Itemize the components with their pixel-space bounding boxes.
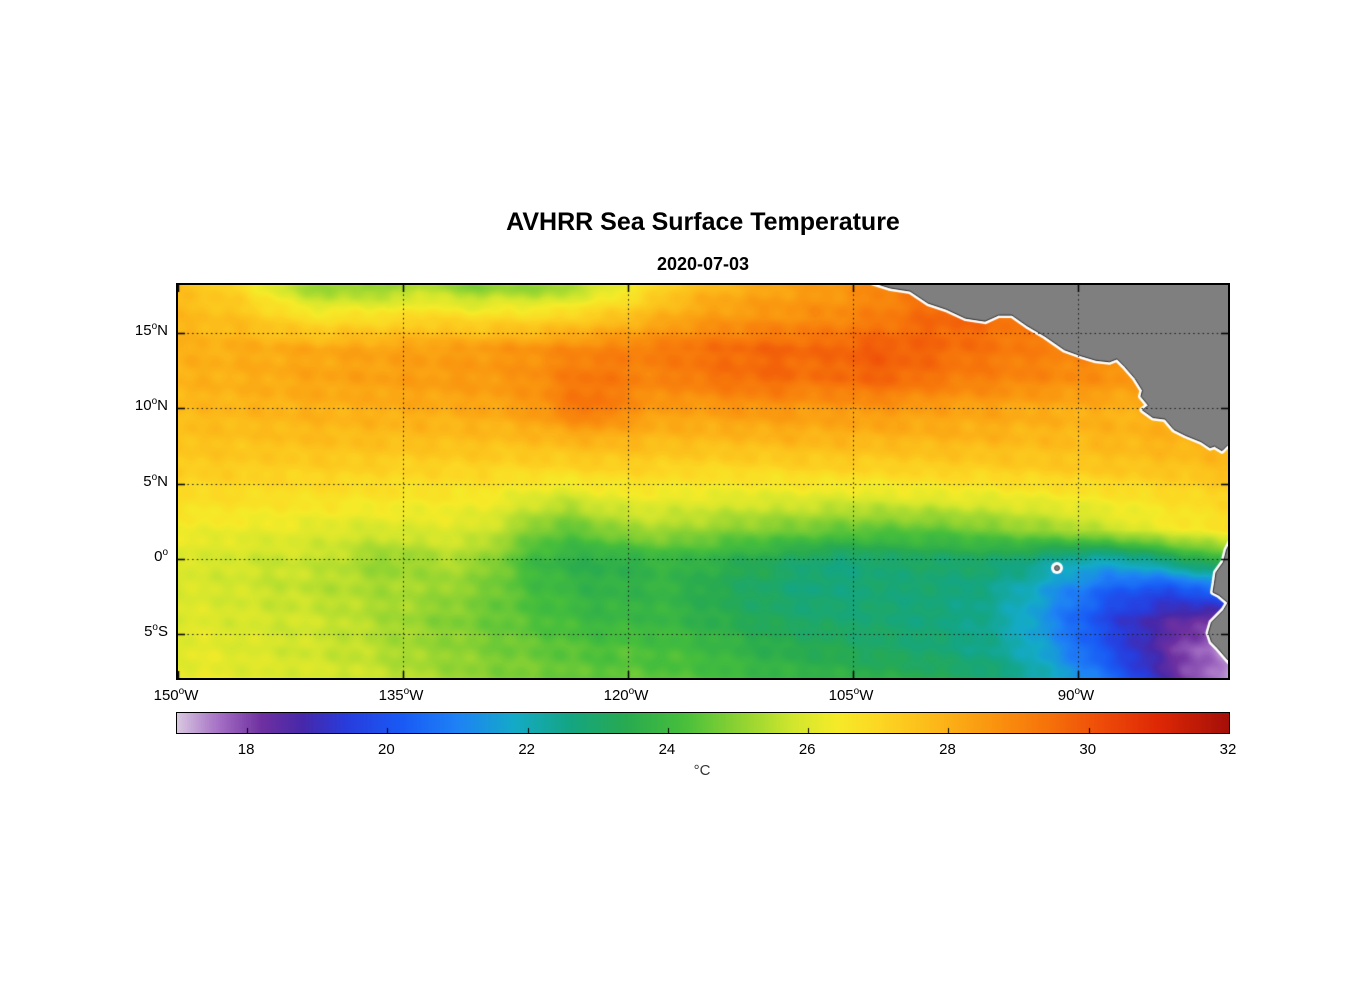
chart-subtitle: 2020-07-03	[656, 254, 750, 274]
colorbar-canvas	[177, 713, 1229, 733]
colorbar-tick-label: 32	[1219, 741, 1237, 758]
x-tick-label: 90oW	[1057, 686, 1095, 705]
y-tick-label: 15oN	[134, 321, 168, 340]
sst-heatmap-canvas	[178, 285, 1228, 678]
colorbar-tick-label: 22	[518, 741, 535, 758]
x-tick-label: 150oW	[153, 686, 199, 705]
colorbar-tick-label: 20	[378, 741, 395, 758]
map-plot-area	[176, 283, 1230, 680]
x-tick-label: 120oW	[603, 686, 649, 705]
colorbar-units-label: °C	[693, 762, 711, 779]
colorbar-tick-label: 18	[237, 741, 255, 758]
y-tick-label: 0o	[154, 547, 168, 566]
colorbar	[176, 712, 1230, 734]
colorbar-tick-label: 28	[939, 741, 956, 758]
colorbar-tick-label: 30	[1079, 741, 1097, 758]
y-tick-label: 5oS	[144, 622, 168, 641]
colorbar-tick-label: 26	[798, 741, 816, 758]
colorbar-tick-label: 24	[658, 741, 676, 758]
chart-title: AVHRR Sea Surface Temperature	[506, 208, 900, 236]
y-tick-label: 5oN	[143, 471, 168, 490]
y-tick-label: 10oN	[134, 396, 168, 415]
x-tick-label: 135oW	[378, 686, 424, 705]
x-tick-label: 105oW	[828, 686, 874, 705]
